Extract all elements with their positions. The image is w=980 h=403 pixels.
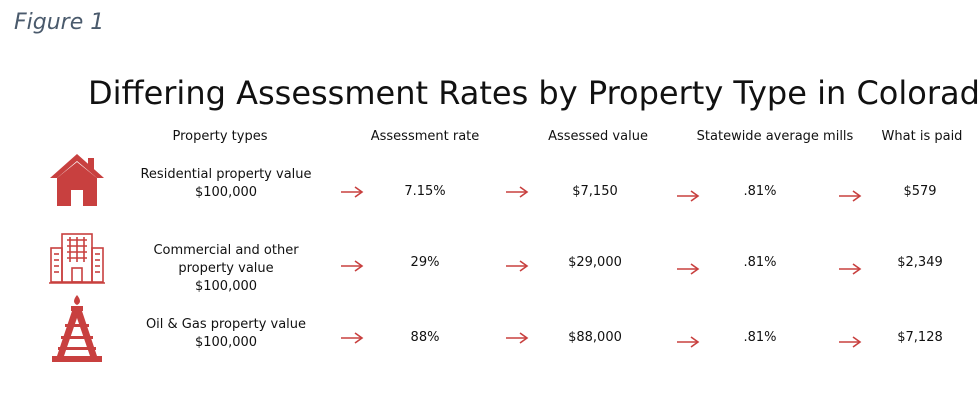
header-assessment-rate: Assessment rate	[370, 129, 480, 144]
header-statewide-mills: Statewide average mills	[696, 129, 854, 144]
arrow-icon-commercial-1	[341, 260, 364, 272]
row-commercial-assessed-value: $29,000	[568, 255, 622, 270]
arrow-icon-commercial-2	[506, 260, 529, 272]
arrow-icon-residential-2	[506, 186, 529, 198]
row-commercial-mills: .81%	[743, 255, 777, 270]
row-residential-assessed-value: $7,150	[572, 184, 618, 199]
arrow-icon-residential-1	[341, 186, 364, 198]
header-property-types: Property types	[172, 129, 268, 144]
figure-label: Figure 1	[14, 10, 105, 35]
header-assessed-value: Assessed value	[548, 129, 648, 144]
row-commercial-assessment-rate: 29%	[410, 255, 440, 270]
row-oil-gas-assessment-rate: 88%	[410, 330, 440, 345]
arrow-icon-commercial-4	[839, 263, 862, 275]
row-commercial-label: Commercial and other property value $100…	[153, 243, 299, 294]
row-residential-paid: $579	[903, 184, 937, 199]
chart-title: Differing Assessment Rates by Property T…	[88, 74, 980, 112]
arrow-icon-residential-3	[677, 190, 700, 202]
row-oil-gas-label: Oil & Gas property value $100,000	[145, 317, 307, 350]
row-oil-gas-paid: $7,128	[897, 330, 943, 345]
house-icon	[50, 154, 104, 206]
arrow-icon-oil-gas-4	[839, 336, 862, 348]
row-residential-label: Residential property value $100,000	[140, 167, 312, 200]
arrow-icon-oil-gas-3	[677, 336, 700, 348]
row-residential-mills: .81%	[743, 184, 777, 199]
arrow-icon-oil-gas-2	[506, 332, 529, 344]
office-building-icon	[49, 233, 105, 284]
arrow-icon-residential-4	[839, 190, 862, 202]
row-residential-assessment-rate: 7.15%	[404, 184, 446, 199]
arrow-icon-commercial-3	[677, 263, 700, 275]
arrow-icon-oil-gas-1	[341, 332, 364, 344]
row-oil-gas-mills: .81%	[743, 330, 777, 345]
row-oil-gas-assessed-value: $88,000	[568, 330, 622, 345]
header-what-is-paid: What is paid	[881, 129, 963, 144]
row-commercial-paid: $2,349	[897, 255, 943, 270]
oil-rig-icon	[52, 295, 102, 362]
